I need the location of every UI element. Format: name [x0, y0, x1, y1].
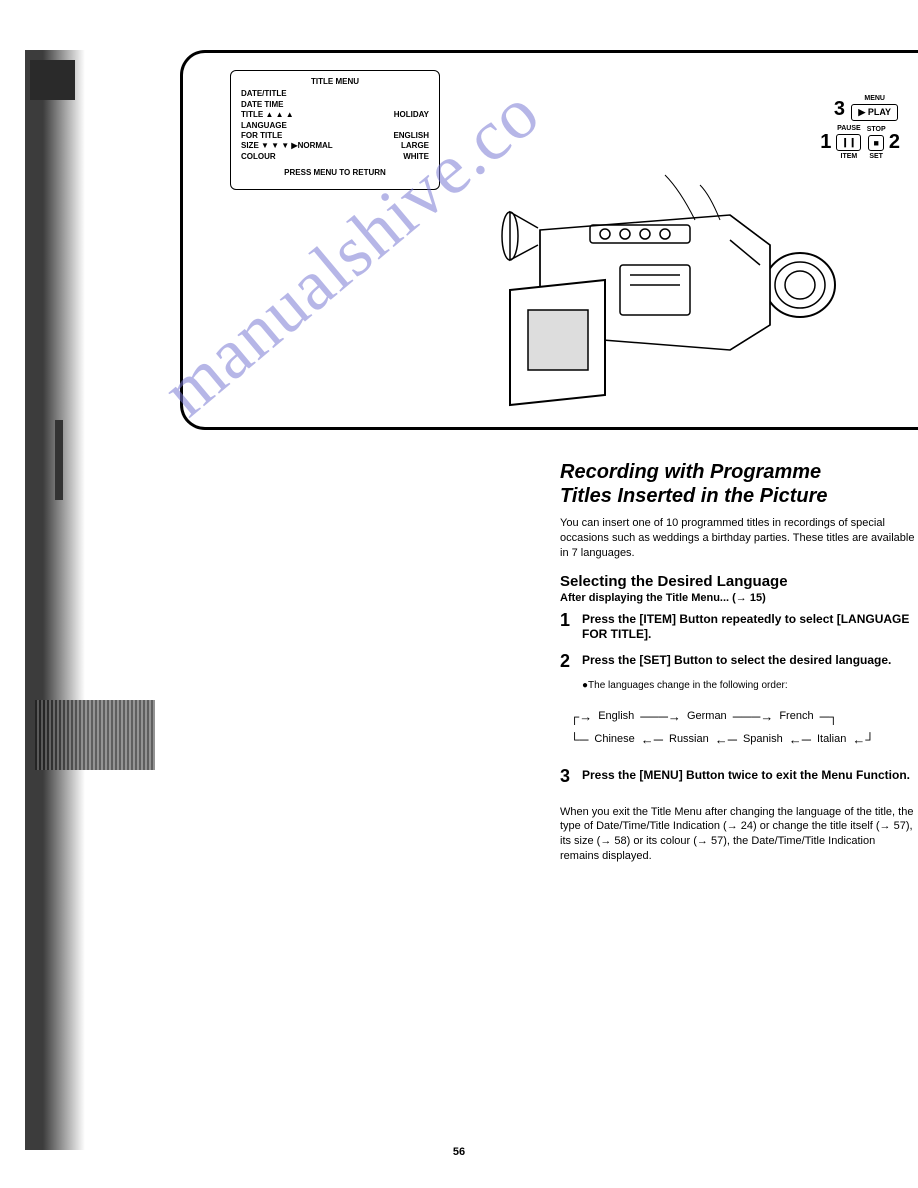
scan-artifact-line [55, 420, 63, 500]
tm-row-4-right: ENGLISH [393, 131, 429, 141]
scan-artifact [25, 50, 85, 1150]
step-2: 2 Press the [SET] Button to select the d… [560, 651, 915, 672]
title-menu-heading: TITLE MENU [237, 77, 433, 87]
arrow-left-edge: ←┘ [852, 728, 874, 751]
step-2-number: 2 [560, 651, 582, 672]
scan-artifact-stripes [35, 700, 155, 770]
lang-russian: Russian [669, 730, 709, 750]
stop-button: ■ [868, 135, 883, 151]
callout-number-3: 3 [834, 98, 845, 121]
arrow-up-end: └─ [570, 728, 588, 751]
tm-row-4-left: FOR TITLE [241, 131, 282, 141]
pause-icon: ❙❙ [841, 137, 856, 147]
set-label: SET [866, 153, 885, 160]
callout-number-2: 2 [889, 131, 900, 154]
lang-german: German [687, 707, 727, 727]
button-callouts: 3 MENU ▶ PLAY 1 PAUSE ❙❙ ITEM STOP ■ SET… [720, 95, 900, 165]
item-label: ITEM [834, 153, 863, 160]
pause-label: PAUSE [834, 125, 863, 132]
lang-english: English [598, 707, 634, 727]
arrow-right-1: ───→ [640, 705, 681, 728]
sub-heading: Selecting the Desired Language [560, 573, 915, 590]
pause-button: ❙❙ [836, 134, 861, 151]
arrow-down-start: ┌→ [570, 705, 592, 728]
tm-row-5-left: SIZE ▼ ▼ ▼ ▶NORMAL [241, 141, 333, 151]
step-2-bullet: ●The languages change in the following o… [582, 680, 915, 691]
step-1-number: 1 [560, 610, 582, 643]
sub-note: After displaying the Title Menu... (→ 15… [560, 592, 915, 604]
step-1-text: Press the [ITEM] Button repeatedly to se… [582, 610, 915, 643]
camcorder-illustration [450, 170, 870, 420]
lang-row-2: └─ Chinese ←─ Russian ←─ Spanish ←─ Ital… [570, 728, 915, 751]
stop-label: STOP [866, 126, 885, 133]
play-button: ▶ PLAY [851, 104, 898, 121]
arrow-right-edge: ─┐ [820, 705, 838, 728]
scan-artifact-block [30, 60, 75, 100]
footer-paragraph: When you exit the Title Menu after chang… [560, 805, 915, 864]
tm-row-3-left: LANGUAGE [241, 121, 287, 131]
tm-row-2-left: TITLE ▲ ▲ ▲ [241, 110, 294, 120]
content-column: Recording with Programme Titles Inserted… [560, 460, 915, 864]
tm-row-1-left: DATE TIME [241, 100, 284, 110]
tm-row-0-left: DATE/TITLE [241, 89, 287, 99]
step-3-number: 3 [560, 766, 582, 787]
heading-line-1: Recording with Programme [560, 460, 915, 484]
step-1: 1 Press the [ITEM] Button repeatedly to … [560, 610, 915, 643]
main-heading: Recording with Programme Titles Inserted… [560, 460, 915, 508]
title-menu-return: PRESS MENU TO RETURN [237, 168, 433, 178]
arrow-left-3: ←─ [789, 728, 811, 751]
tm-row-5-right: LARGE [401, 141, 429, 151]
arrow-right-2: ───→ [733, 705, 774, 728]
lang-french: French [779, 707, 813, 727]
intro-paragraph: You can insert one of 10 programmed titl… [560, 516, 915, 561]
page-number: 56 [453, 1146, 465, 1158]
lang-chinese: Chinese [594, 730, 634, 750]
language-flow-diagram: ┌→ English ───→ German ───→ French ─┐ └─… [570, 705, 915, 752]
tm-row-6-right: WHITE [403, 152, 429, 162]
step-3-text: Press the [MENU] Button twice to exit th… [582, 766, 910, 787]
tm-row-2-right: HOLIDAY [394, 110, 429, 120]
arrow-left-1: ←─ [641, 728, 663, 751]
lang-row-1: ┌→ English ───→ German ───→ French ─┐ [570, 705, 915, 728]
title-menu-screen: TITLE MENU DATE/TITLE DATE TIME TITLE ▲ … [230, 70, 440, 190]
callout-number-1: 1 [820, 131, 831, 154]
step-2-text: Press the [SET] Button to select the des… [582, 651, 891, 672]
arrow-left-2: ←─ [715, 728, 737, 751]
lang-italian: Italian [817, 730, 846, 750]
menu-label: MENU [849, 95, 900, 102]
heading-line-2: Titles Inserted in the Picture [560, 484, 915, 508]
step-3: 3 Press the [MENU] Button twice to exit … [560, 766, 915, 787]
play-button-text: ▶ PLAY [858, 107, 891, 117]
stop-icon: ■ [873, 138, 878, 148]
lang-spanish: Spanish [743, 730, 783, 750]
tm-row-6-left: COLOUR [241, 152, 276, 162]
